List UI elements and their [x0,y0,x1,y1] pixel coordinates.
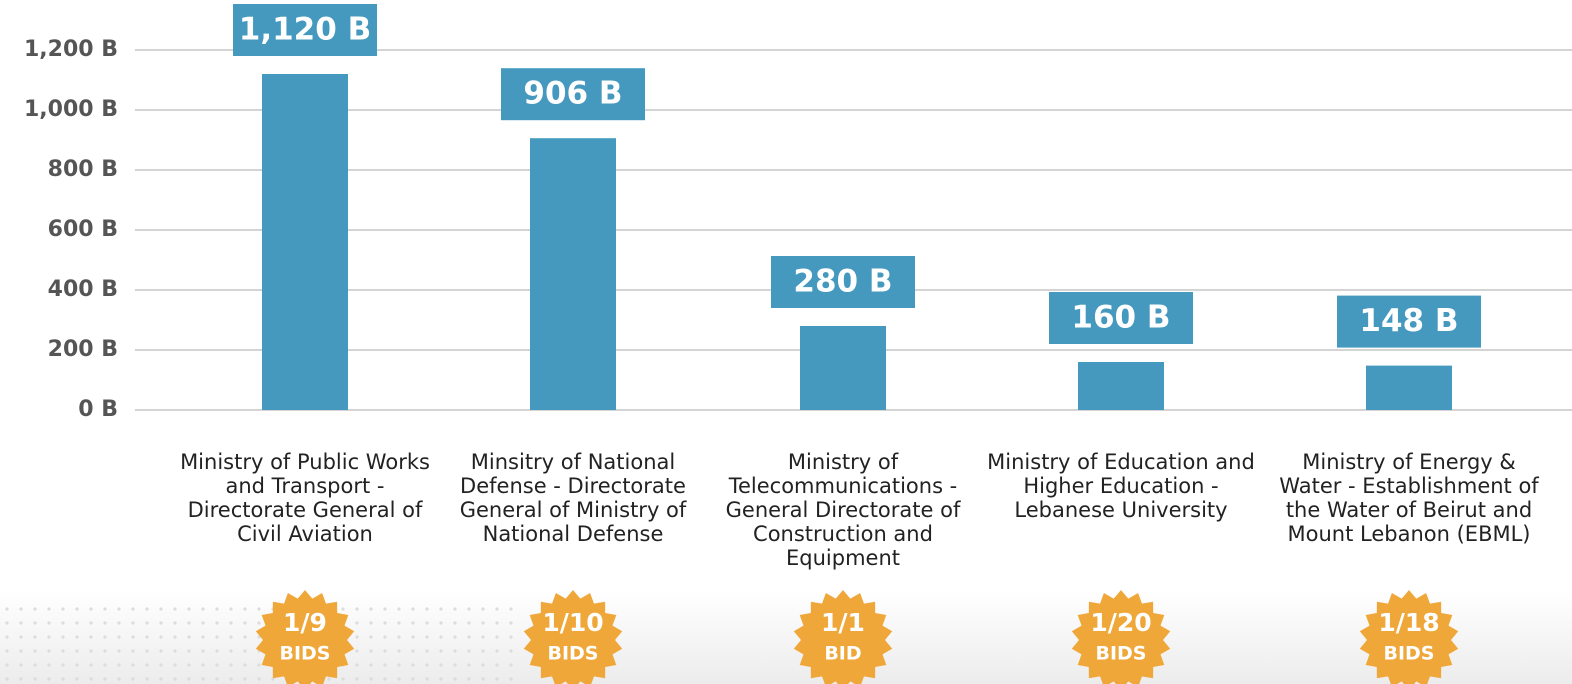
bar [262,74,348,410]
bid-badge [1071,590,1171,684]
bar [1366,365,1452,410]
bid-count: 1/10 [542,608,603,637]
bid-unit: BIDS [1095,643,1146,665]
value-label: 1,120 B [239,12,371,48]
y-tick-label: 200 B [48,337,118,362]
y-tick-label: 400 B [48,277,118,302]
bid-count: 1/1 [821,608,865,637]
value-label: 148 B [1359,303,1458,339]
bid-badge [1359,590,1459,684]
bid-count: 1/18 [1378,608,1439,637]
x-tick-label: Minsitry of National Defense - Directora… [459,450,687,546]
x-tick-label: Ministry of Education and Higher Educati… [987,450,1255,522]
value-label-box [771,256,915,308]
y-tick-label: 600 B [48,217,118,242]
background-dots [0,600,520,684]
y-tick-label: 1,200 B [24,37,118,62]
x-tick-label: Ministry of Public Works and Transport -… [180,450,430,546]
bid-badge [255,590,355,684]
bid-unit: BIDS [547,643,598,665]
y-tick-label: 0 B [78,397,118,422]
value-label-box [1337,295,1481,348]
value-label-box [1049,292,1193,344]
x-tick-label: Ministry of Telecommunications - General… [725,450,961,570]
value-label: 280 B [793,264,892,300]
bar [530,138,616,410]
y-tick-label: 1,000 B [24,97,118,122]
bid-unit: BIDS [279,643,330,665]
value-label: 906 B [523,76,622,112]
value-label-box [501,68,645,121]
bid-badge [793,590,893,684]
bid-count: 1/9 [283,608,327,637]
bid-unit: BID [824,643,861,665]
value-label-box [233,4,377,56]
x-tick-label: Ministry of Energy & Water - Establishme… [1279,450,1539,546]
bid-count: 1/20 [1090,608,1151,637]
y-tick-label: 800 B [48,157,118,182]
bid-unit: BIDS [1383,643,1434,665]
value-label: 160 B [1071,300,1170,336]
bar [1078,362,1164,410]
bar [800,326,886,410]
bid-badge [523,590,623,684]
